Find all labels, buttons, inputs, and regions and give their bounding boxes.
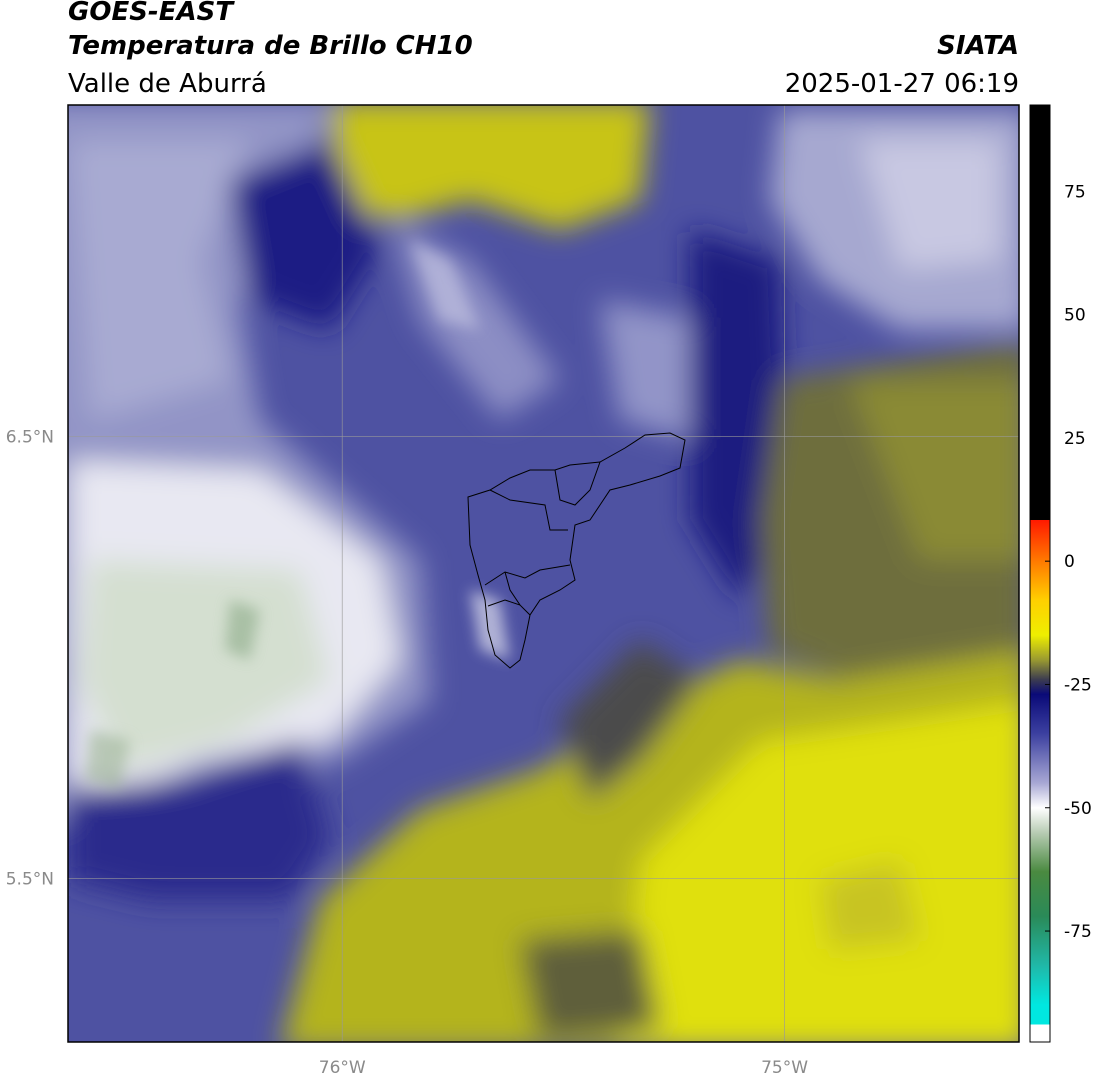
datetime: 2025-01-27 06:19 [785,69,1019,99]
lon-tick-label: 76°W [319,1058,366,1078]
map-frame [67,104,1020,1043]
colorbar-tick-label: -25 [1064,675,1092,695]
boundary [504,571,521,606]
colorbar-tick-label: 0 [1064,552,1075,572]
boundary [489,489,568,531]
subtitle: Temperatura de Brillo CH10 [68,31,473,61]
colorbar [1029,104,1051,1043]
colorbar-tick-label: 50 [1064,306,1086,326]
source: SIATA [937,31,1019,61]
boundary [467,432,686,669]
colorbar-ticks: 75 50 25 0 -25 -50 -75 [1045,182,1092,942]
colorbar-tick-label: -75 [1064,922,1092,942]
satellite-image [68,105,1019,1042]
colorbar-tick-label: -50 [1064,799,1092,819]
colorbar-tick-label: 25 [1064,429,1086,449]
graticule [68,105,1019,1042]
title: GOES-EAST [68,0,235,27]
colorbar-tick-label: 75 [1064,182,1086,202]
region: Valle de Aburrá [68,69,267,99]
boundary [554,461,601,506]
boundary [484,564,571,586]
municipal-boundaries [467,432,686,669]
lat-tick-label: 5.5°N [6,869,54,889]
boundary [487,599,531,616]
lat-tick-label: 6.5°N [6,427,54,447]
lon-tick-label: 75°W [761,1058,808,1078]
